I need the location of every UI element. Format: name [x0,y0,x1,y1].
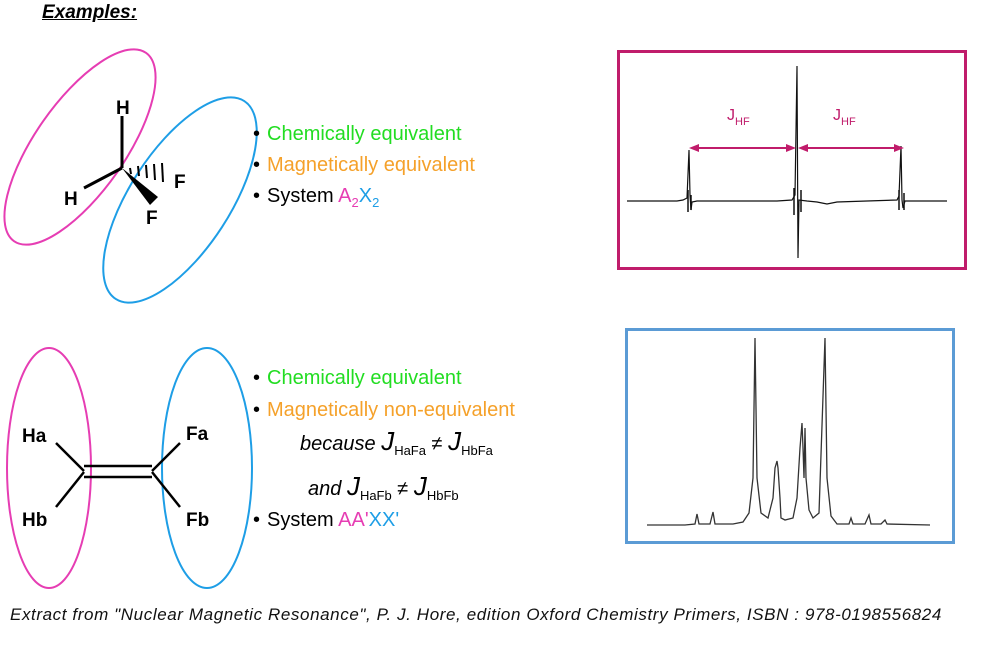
spectrum-aaxx [647,337,931,526]
bullet-chem-eq-1: • Chemically equivalent [253,123,462,145]
spectrum-aaxx-trace [647,337,931,526]
c2h2f2-structure: Ha Hb Fa Fb [6,347,253,589]
atom-fa: Fa [186,424,209,445]
spectrum-a2x2-noise [687,188,905,215]
bond-c-fb [151,471,181,508]
blue-ellipse-fafb [161,347,253,589]
arrowhead-right-2 [894,144,904,152]
spectrum-box-a2x2 [617,50,967,270]
bullet-chem-eq-2: • Chemically equivalent [253,367,462,389]
because-line: because JHaFa ≠ JHbFa [300,426,493,458]
atom-hb: Hb [22,510,47,531]
bond-c-fa [151,442,181,472]
example2-bullets: • Chemically equivalent • Magnetically non… [253,0,613,600]
arrowhead-left-1 [689,144,699,152]
j-label-right: JHF [833,107,856,128]
spectrum-box-aaxx [625,328,955,544]
atom-h-top: H [116,98,130,119]
arrowhead-right-1 [798,144,808,152]
bullet-system-1: • System A2X2 [253,185,380,210]
bullet-mag-noneq-2: • Magnetically non-equivalent [253,399,515,421]
source-caption: Extract from "Nuclear Magnetic Resonance… [10,605,942,624]
and-line: and JHaFb ≠ JHbFb [308,471,459,503]
hashed-bond-c-f [129,162,164,183]
bond-c-h-left [83,166,123,190]
ch2f2-structure: H H F F [3,48,258,304]
atom-fb: Fb [186,510,209,531]
bullet-system-2: • System AA'XX' [253,509,400,531]
atom-ha: Ha [22,426,47,447]
spectrum-a2x2-baseline [627,65,947,259]
pink-ellipse-h [3,48,157,246]
atom-f-bottom: F [146,208,158,229]
page-title: Examples: [42,2,138,23]
bond-c-hb [55,471,85,508]
example1-bullets: • Chemically equivalent • Magnetically equ… [253,0,593,300]
atom-h-left: H [64,189,78,210]
bond-c-ha [55,442,85,472]
j-label-left: JHF [727,107,750,128]
atom-f-right: F [174,172,186,193]
bullet-mag-eq-1: • Magnetically equivalent [253,154,475,176]
wedge-bond-c-f [122,168,158,205]
spectrum-a2x2: JHF JHF [627,65,947,259]
arrowhead-left-2 [786,144,796,152]
pink-ellipse-hahb [6,347,92,589]
blue-ellipse-f [102,96,258,304]
